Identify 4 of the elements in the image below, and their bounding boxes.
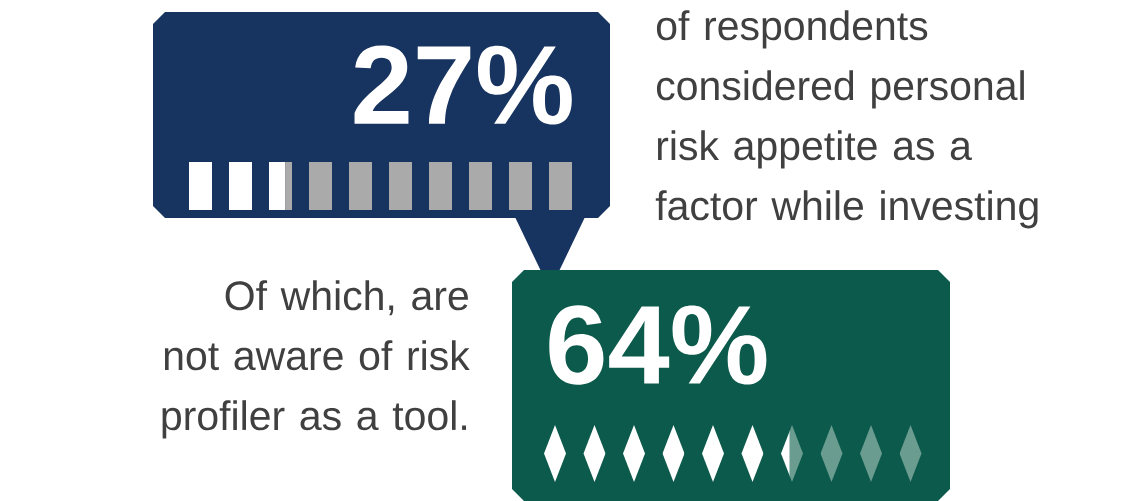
data-label: 27%: [354, 45, 572, 125]
data-label: 64%: [549, 305, 767, 385]
text: of respondents considered personal risk appetite as a factor while investing: [655, 10, 1038, 229]
text: Of which, are not aware of risk profiler as a tool.: [162, 280, 470, 439]
